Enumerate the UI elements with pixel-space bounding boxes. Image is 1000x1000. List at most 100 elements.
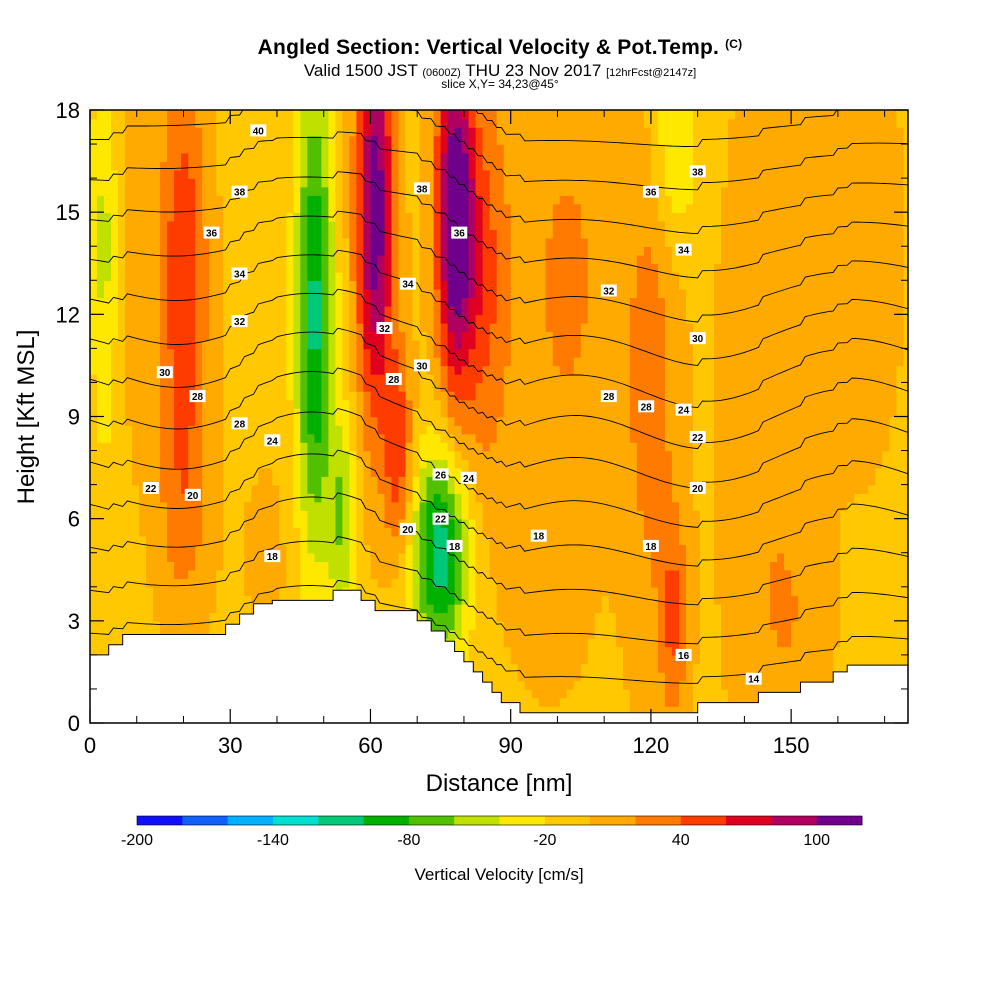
velocity-cell [342,305,351,316]
velocity-cell [258,467,267,477]
velocity-cell [125,161,133,171]
velocity-cell [559,603,568,614]
velocity-cell [538,135,547,145]
velocity-cell [426,220,435,230]
velocity-cell [419,595,428,605]
velocity-cell [405,161,414,171]
velocity-cell [167,331,175,341]
velocity-cell [370,110,379,120]
velocity-cell [384,305,393,316]
velocity-cell [489,161,498,171]
velocity-cell [258,152,267,162]
velocity-cell [132,569,140,580]
velocity-cell [307,501,316,511]
velocity-cell [475,518,484,528]
velocity-cell [223,169,231,179]
velocity-cell [496,510,505,520]
velocity-cell [188,331,196,341]
velocity-cell [363,408,372,418]
velocity-cell [482,459,491,469]
velocity-cell [132,212,140,222]
velocity-cell [244,518,253,528]
velocity-cell [230,501,238,511]
velocity-cell [384,254,393,264]
velocity-cell [482,229,491,239]
velocity-cell [531,552,540,562]
velocity-cell [272,501,281,511]
velocity-cell [363,127,372,137]
velocity-cell [496,416,505,426]
velocity-cell [167,314,175,324]
velocity-cell [97,561,105,571]
velocity-cell [160,620,168,631]
velocity-cell [97,535,105,545]
velocity-cell [202,314,210,324]
velocity-cell [475,263,484,273]
velocity-cell [293,544,302,554]
velocity-cell [398,416,407,426]
velocity-cell [510,186,519,196]
velocity-cell [188,603,196,614]
velocity-cell [496,450,505,460]
velocity-cell [426,408,435,418]
velocity-cell [503,501,512,511]
velocity-cell [223,527,231,537]
velocity-cell [440,127,449,137]
velocity-cell [118,510,126,520]
velocity-cell [419,467,428,477]
velocity-cell [272,510,281,520]
velocity-cell [195,467,203,477]
velocity-cell [265,135,274,145]
velocity-cell [559,654,568,665]
velocity-cell [118,425,126,435]
velocity-cell [90,305,98,316]
velocity-cell [566,637,575,648]
velocity-cell [97,569,105,580]
velocity-cell [195,450,203,460]
velocity-cell [531,169,540,179]
velocity-cell [314,373,323,384]
velocity-cell [237,118,245,128]
velocity-cell [139,569,147,580]
velocity-cell [391,586,400,597]
velocity-cell [328,305,337,316]
velocity-cell [426,135,435,145]
velocity-cell [482,144,491,154]
velocity-cell [272,212,281,222]
velocity-cell [237,322,245,333]
velocity-cell [405,322,414,333]
velocity-cell [552,654,561,665]
velocity-cell [188,169,196,179]
velocity-cell [244,246,253,256]
velocity-cell [314,510,323,520]
velocity-cell [321,467,330,477]
velocity-cell [454,442,463,452]
velocity-cell [104,416,112,426]
velocity-cell [552,493,561,503]
velocity-cell [90,288,98,299]
velocity-cell [433,408,442,418]
velocity-cell [496,654,505,665]
velocity-cell [244,527,253,537]
velocity-cell [111,603,119,614]
velocity-cell [97,118,105,128]
velocity-cell [167,450,175,460]
velocity-cell [244,314,253,324]
velocity-cell [419,552,428,562]
velocity-cell [342,280,351,290]
velocity-cell [195,195,203,205]
velocity-cell [237,493,245,503]
velocity-cell [139,459,147,469]
velocity-cell [342,161,351,171]
velocity-cell [139,246,147,256]
velocity-cell [307,348,316,358]
velocity-cell [489,382,498,392]
velocity-cell [258,212,267,222]
velocity-cell [468,305,477,316]
velocity-cell [97,620,105,631]
velocity-cell [412,408,421,418]
velocity-cell [573,620,582,631]
velocity-cell [566,161,575,171]
velocity-cell [454,467,463,477]
velocity-cell [475,459,484,469]
